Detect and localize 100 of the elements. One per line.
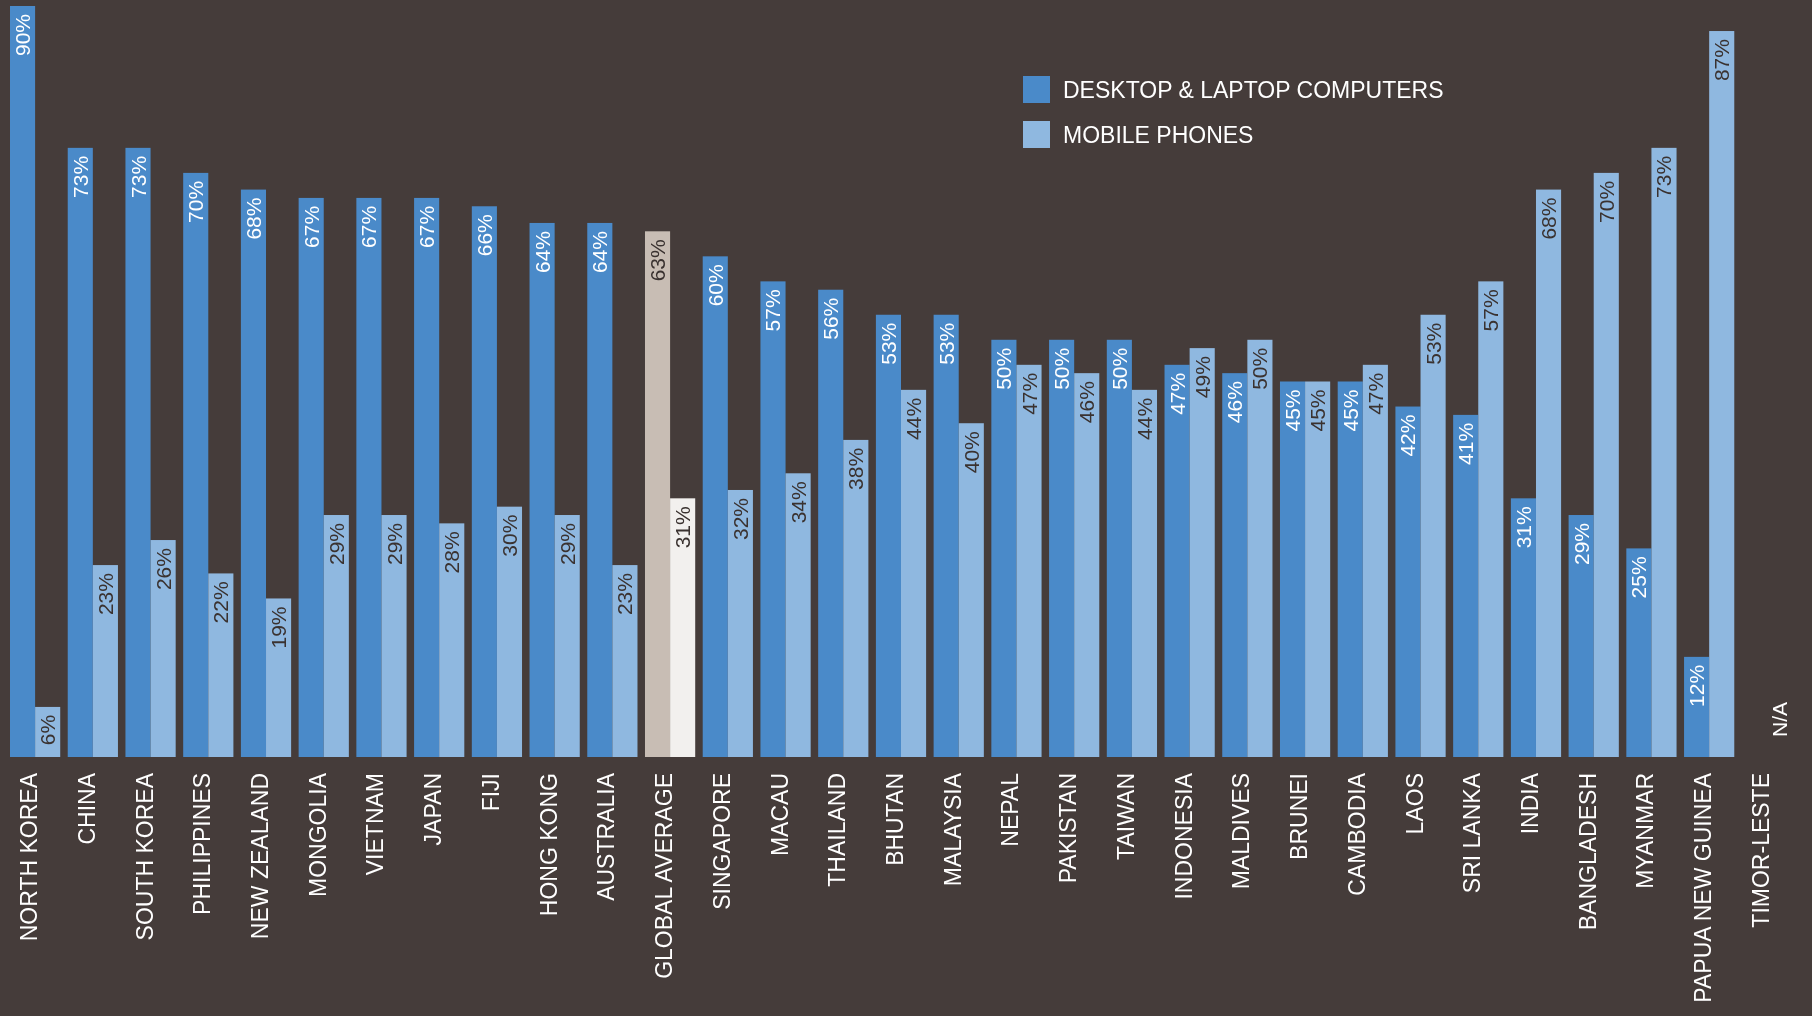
x-tick-label: MYANMAR [1632,773,1659,889]
bar [991,339,1017,757]
data-label: 56% [819,297,843,340]
data-label: 68% [1537,197,1561,240]
bar [67,147,93,757]
data-label: 50% [1248,347,1272,390]
data-label: 73% [126,155,150,198]
data-label: 6% [36,714,60,746]
x-tick-label: MONGOLIA [304,772,331,897]
bar [644,231,671,757]
bar [1362,364,1388,757]
data-label: 90% [11,14,35,57]
bar [958,423,984,757]
data-label: 22% [209,581,233,624]
bar [875,314,901,757]
bar [901,389,927,757]
bar [1049,339,1075,757]
x-tick-label: THAILAND [824,773,851,887]
data-label: 63% [646,239,670,282]
bar [818,289,844,757]
data-label: 67% [415,205,439,248]
bar [1305,381,1331,757]
x-tick-label: HONG KONG [535,773,562,917]
data-label: 46% [1075,381,1099,424]
bar [843,439,869,757]
bar [1535,189,1562,757]
x-tick-label: FIJI [477,773,504,812]
x-tick-label: NEPAL [997,772,1024,847]
data-label: 29% [382,523,406,566]
x-tick-label: TIMOR-LESTE [1747,773,1774,928]
bar [1453,414,1479,757]
data-label: 29% [324,523,348,566]
bar [727,489,753,757]
x-tick-label: NEW ZEALAND [247,773,274,940]
data-label: 28% [440,531,464,574]
data-label: 47% [1165,372,1189,415]
data-label: 57% [1479,289,1503,332]
bar [760,281,786,757]
data-label: 19% [267,606,291,649]
data-label: 30% [497,514,521,557]
bar [1651,147,1677,757]
bar [1279,381,1306,757]
x-tick-label: SRI LANKA [1459,772,1486,894]
bar [323,515,349,757]
data-label: 40% [959,431,983,474]
data-label: 32% [728,497,752,541]
data-label: 38% [844,447,868,490]
data-label: 53% [1421,322,1445,365]
x-tick-label: LAOS [1401,773,1428,835]
bar [183,172,209,757]
data-label: 68% [241,197,265,240]
data-label: 45% [1281,389,1305,432]
data-label: 34% [786,481,810,524]
x-tick-label: INDONESIA [1170,772,1197,900]
bar [1709,31,1735,757]
data-label: 41% [1454,422,1478,465]
x-tick-label: BANGLADESH [1574,773,1601,931]
data-label: 46% [1223,381,1247,424]
data-label: 45% [1306,389,1330,432]
bar [266,598,292,757]
bar [1510,498,1536,757]
bar [356,197,382,757]
data-label: 47% [1017,372,1041,415]
x-tick-label: PHILIPPINES [189,773,216,915]
data-label: 44% [1132,397,1156,440]
bar [92,565,118,757]
data-label: 49% [1190,356,1214,399]
data-label: 53% [876,322,900,365]
bar [1164,364,1190,757]
bar [933,314,959,757]
x-tick-label: TAIWAN [1112,773,1139,860]
x-tick-label: BRUNEI [1286,773,1313,860]
data-label: 23% [93,573,117,616]
bar [529,222,555,757]
bar [10,6,36,757]
data-label: 67% [357,205,381,248]
text: N/A [1767,701,1791,737]
data-label: 67% [299,205,323,248]
bar [1593,172,1619,757]
bar [1131,389,1158,757]
bar [208,573,234,757]
data-label: 25% [1627,556,1651,599]
bar [298,197,324,757]
data-label: 50% [1050,347,1074,390]
data-label: 12% [1685,664,1709,707]
bar [1420,314,1446,757]
x-tick-label: CAMBODIA [1343,772,1370,896]
x-tick-label: AUSTRALIA [593,772,620,901]
bar [471,206,497,757]
data-label: 47% [1363,372,1387,415]
bar [1568,515,1594,757]
data-label: 53% [934,322,958,365]
data-label: 31% [1511,506,1535,549]
bar [150,540,176,757]
x-tick-label: SOUTH KOREA [131,772,158,941]
bar [439,523,465,757]
x-tick-label: SINGAPORE [708,773,735,910]
data-label: 29% [1569,523,1593,566]
x-tick-label: MALDIVES [1228,773,1255,890]
x-tick-label: INDIA [1516,772,1543,835]
